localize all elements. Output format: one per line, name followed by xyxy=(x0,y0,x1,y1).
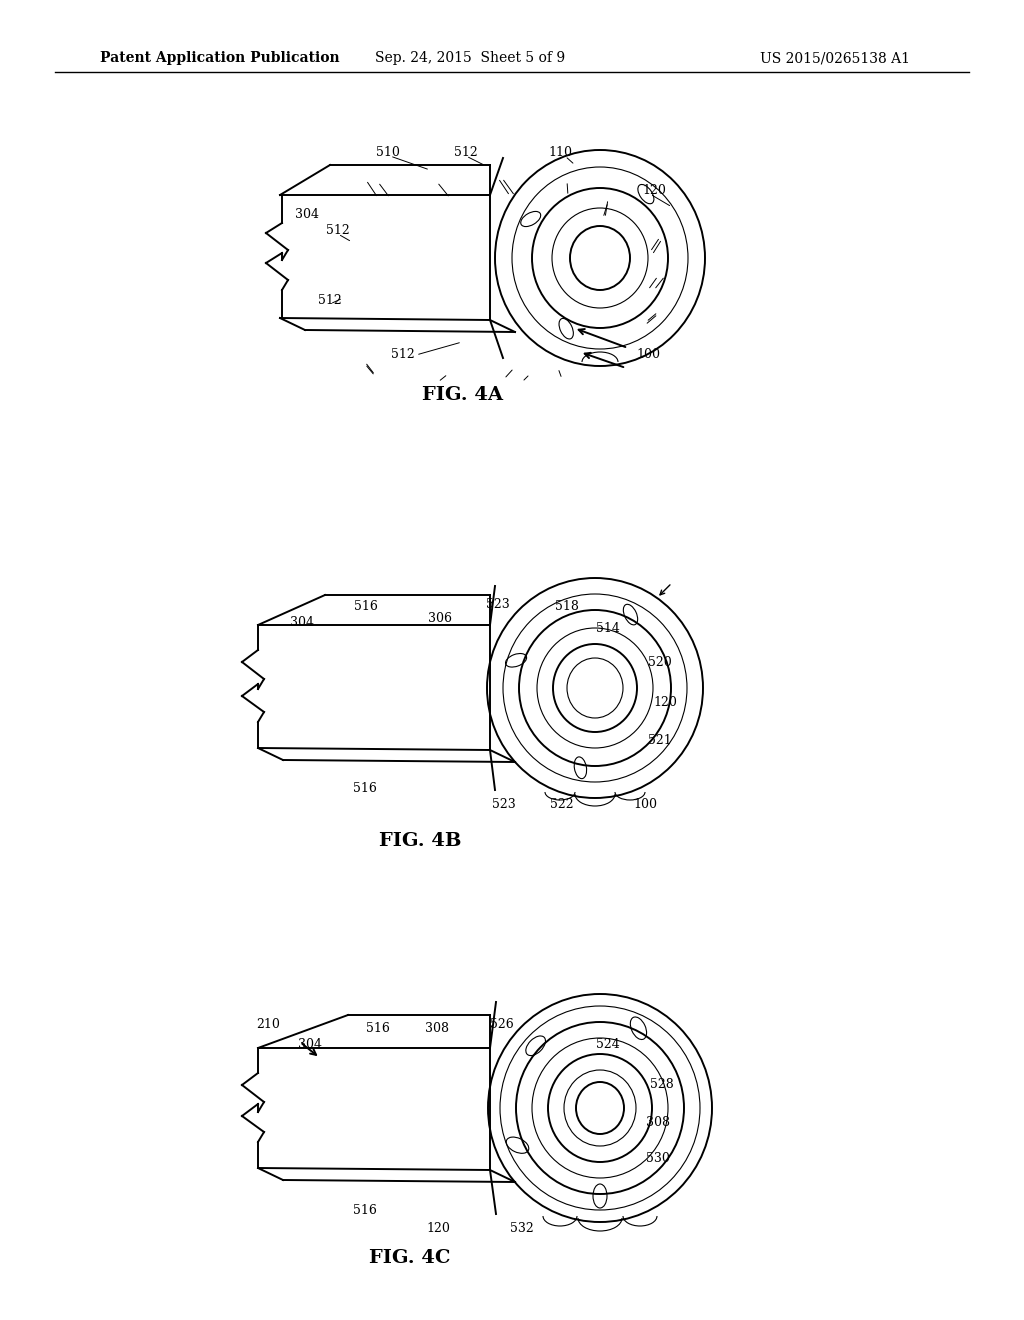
Text: 304: 304 xyxy=(290,616,314,630)
Text: 512: 512 xyxy=(326,223,350,236)
Text: 523: 523 xyxy=(486,598,510,610)
Text: FIG. 4B: FIG. 4B xyxy=(379,832,461,850)
Text: US 2015/0265138 A1: US 2015/0265138 A1 xyxy=(760,51,910,65)
Text: 306: 306 xyxy=(428,611,452,624)
Text: 120: 120 xyxy=(653,696,677,709)
Text: 100: 100 xyxy=(636,348,660,362)
Text: 530: 530 xyxy=(646,1151,670,1164)
Text: 514: 514 xyxy=(596,622,620,635)
Text: 512: 512 xyxy=(391,348,415,362)
Text: 120: 120 xyxy=(426,1221,450,1234)
Text: 526: 526 xyxy=(490,1018,514,1031)
Text: 522: 522 xyxy=(550,799,573,812)
Text: 210: 210 xyxy=(256,1018,280,1031)
Text: 521: 521 xyxy=(648,734,672,747)
Text: 304: 304 xyxy=(295,209,319,222)
Text: 512: 512 xyxy=(454,145,478,158)
Text: 120: 120 xyxy=(642,183,666,197)
Text: 524: 524 xyxy=(596,1039,620,1052)
Text: 516: 516 xyxy=(353,1204,377,1217)
Text: 528: 528 xyxy=(650,1078,674,1092)
Text: 110: 110 xyxy=(548,145,572,158)
Text: 512: 512 xyxy=(318,293,342,306)
Text: Sep. 24, 2015  Sheet 5 of 9: Sep. 24, 2015 Sheet 5 of 9 xyxy=(375,51,565,65)
Text: 520: 520 xyxy=(648,656,672,669)
Text: 308: 308 xyxy=(646,1115,670,1129)
Text: 523: 523 xyxy=(493,799,516,812)
Text: 510: 510 xyxy=(376,145,400,158)
Text: 308: 308 xyxy=(425,1022,449,1035)
Text: 304: 304 xyxy=(298,1038,322,1051)
Text: 516: 516 xyxy=(366,1022,390,1035)
Text: 516: 516 xyxy=(353,781,377,795)
Text: FIG. 4C: FIG. 4C xyxy=(370,1249,451,1267)
Text: 100: 100 xyxy=(633,799,657,812)
Text: Patent Application Publication: Patent Application Publication xyxy=(100,51,340,65)
Text: FIG. 4A: FIG. 4A xyxy=(422,385,503,404)
Text: 532: 532 xyxy=(510,1221,534,1234)
Text: 516: 516 xyxy=(354,599,378,612)
Text: 518: 518 xyxy=(555,601,579,614)
